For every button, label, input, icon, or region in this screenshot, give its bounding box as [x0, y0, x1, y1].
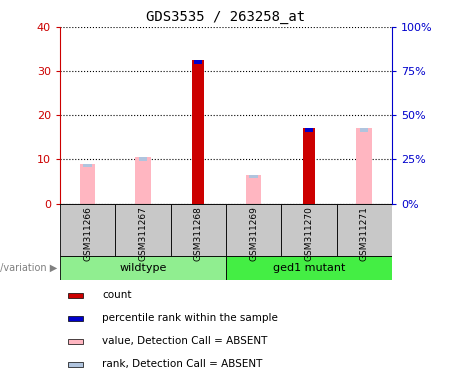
Text: percentile rank within the sample: percentile rank within the sample [102, 313, 278, 323]
Text: genotype/variation ▶: genotype/variation ▶ [0, 263, 57, 273]
Bar [68, 362, 83, 367]
Bar [305, 128, 313, 132]
Bar [60, 204, 115, 256]
Bar [135, 157, 151, 204]
Title: GDS3535 / 263258_at: GDS3535 / 263258_at [146, 10, 306, 25]
Text: rank, Detection Call = ABSENT: rank, Detection Call = ABSENT [102, 359, 263, 369]
Bar [360, 128, 368, 132]
Bar [139, 157, 147, 161]
Text: ged1 mutant: ged1 mutant [273, 263, 345, 273]
Text: value, Detection Call = ABSENT: value, Detection Call = ABSENT [102, 336, 268, 346]
Bar [337, 204, 392, 256]
Bar [356, 128, 372, 204]
Bar [194, 60, 202, 63]
Text: GSM311270: GSM311270 [304, 207, 313, 262]
Text: count: count [102, 290, 132, 300]
Bar [281, 204, 337, 256]
Bar [83, 164, 92, 167]
Bar [303, 128, 315, 204]
Bar [249, 175, 258, 178]
Bar [246, 175, 261, 204]
Bar [115, 204, 171, 256]
Text: wildtype: wildtype [119, 263, 166, 273]
Bar [171, 204, 226, 256]
Bar [68, 293, 83, 298]
Bar [68, 339, 83, 344]
Bar [80, 164, 95, 204]
Bar [226, 204, 281, 256]
Bar [226, 256, 392, 280]
Bar [192, 60, 204, 204]
Text: GSM311268: GSM311268 [194, 207, 203, 262]
Text: GSM311271: GSM311271 [360, 207, 369, 262]
Bar [68, 316, 83, 321]
Text: GSM311269: GSM311269 [249, 207, 258, 262]
Text: GSM311266: GSM311266 [83, 207, 92, 262]
Bar [60, 256, 226, 280]
Text: GSM311267: GSM311267 [138, 207, 148, 262]
